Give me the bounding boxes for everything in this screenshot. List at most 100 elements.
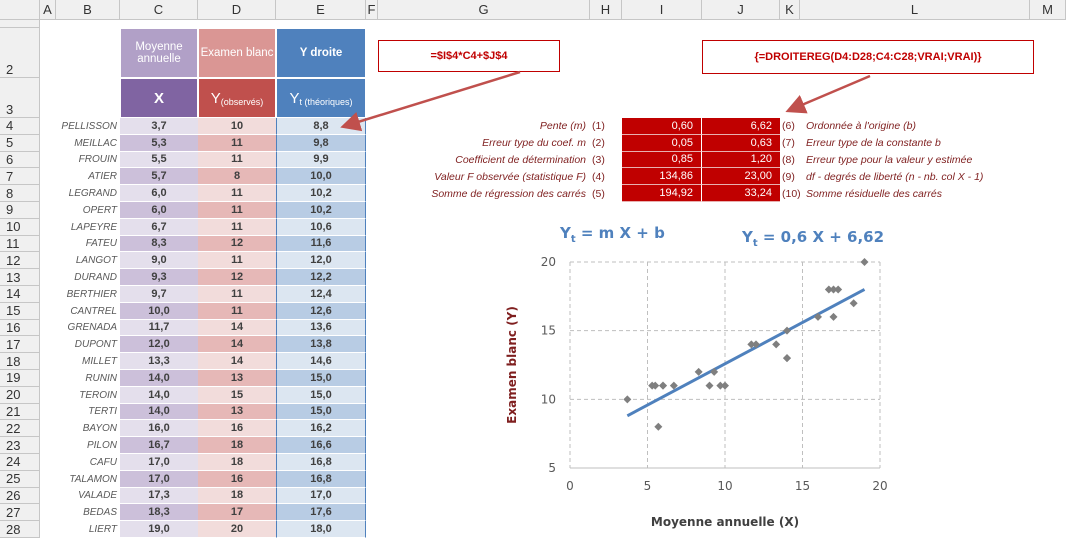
value-cell: 9,0: [120, 252, 198, 270]
value-cell: 14,6: [276, 353, 366, 370]
value-cell: 11,6: [276, 235, 366, 253]
value-cell: 5,3: [120, 134, 198, 152]
name-cell: LAPEYRE: [70, 221, 117, 233]
stat-index: (9): [782, 170, 795, 183]
stat-index: (10): [782, 187, 801, 200]
column-header: E: [276, 0, 366, 20]
row-header: 24: [0, 454, 40, 471]
value-cell: 10,0: [276, 168, 366, 186]
stat-label: df - degrés de liberté (n - nb. col X - …: [806, 170, 984, 183]
point: [721, 381, 729, 390]
value-cell: 12,0: [120, 336, 198, 354]
name-cell: BERTHIER: [66, 288, 117, 300]
row-header: 20: [0, 386, 40, 404]
value-cell: 11,7: [120, 319, 198, 337]
value-cell: 9,8: [276, 134, 366, 152]
y-axis-label: Examen blanc (Y): [505, 306, 519, 424]
header-cell: Y (observés): [198, 78, 276, 118]
stat-label: Somme de régression des carrés: [431, 187, 586, 200]
value-cell: 9,3: [120, 269, 198, 286]
value-cell: 16: [198, 420, 276, 438]
value-cell: 11: [198, 151, 276, 169]
name-cell: ATIER: [88, 171, 117, 183]
value-cell: 14,0: [120, 370, 198, 387]
value-cell: 10,2: [276, 185, 366, 202]
row-header: 8: [0, 185, 40, 202]
value-cell: 17: [198, 504, 276, 522]
row-header: 3: [0, 78, 40, 118]
stat-value: 1,20: [702, 151, 780, 169]
value-cell: 18: [198, 437, 276, 454]
value-cell: 3,7: [120, 118, 198, 135]
value-cell: 8: [198, 168, 276, 186]
row-header: 5: [0, 134, 40, 152]
column-header: K: [780, 0, 800, 20]
value-cell: 18,0: [276, 521, 366, 538]
column-header: G: [378, 0, 590, 20]
name-cell: FATEU: [85, 238, 117, 250]
value-cell: 6,0: [120, 202, 198, 219]
point: [705, 381, 714, 390]
stat-label: Erreur type pour la valeur y estimée: [806, 153, 973, 166]
annotation-part: Y: [741, 228, 754, 246]
x-tick-label: 15: [795, 479, 810, 493]
value-cell: 11: [198, 302, 276, 320]
formula-box: {=DROITEREG(D4:D28;C4:C28;VRAI;VRAI)}: [702, 40, 1034, 74]
row-header: 27: [0, 504, 40, 522]
value-cell: 10,2: [276, 202, 366, 219]
stat-value: 0,60: [622, 118, 702, 135]
point: [783, 326, 791, 335]
stat-index: (3): [592, 153, 605, 166]
symbol: Y: [289, 89, 300, 107]
point: [716, 381, 725, 390]
point: [772, 340, 781, 349]
value-cell: 17,0: [120, 470, 198, 488]
row-header: 10: [0, 218, 40, 236]
name-cell: CAFU: [89, 456, 117, 468]
stat-index: (5): [592, 187, 605, 200]
value-cell: 17,0: [276, 487, 366, 505]
trendline: [626, 288, 866, 418]
value-cell: 12,4: [276, 286, 366, 303]
stat-label: Ordonnée à l'origine (b): [806, 120, 916, 133]
name-cell: MILLET: [81, 356, 117, 368]
value-cell: 11: [198, 286, 276, 303]
row-header: 19: [0, 370, 40, 387]
point: [829, 285, 838, 294]
value-cell: 11: [198, 134, 276, 152]
symbol: Y: [210, 89, 221, 107]
stat-label: Valeur F observée (statistique F): [434, 170, 586, 183]
point: [651, 381, 660, 390]
name-cell: VALADE: [78, 490, 117, 502]
stat-index: (7): [782, 137, 795, 150]
name-cell: PILON: [86, 440, 117, 452]
stat-value: 0,85: [622, 151, 702, 169]
row-header: 14: [0, 286, 40, 303]
row-header: 25: [0, 470, 40, 488]
row-header: 6: [0, 151, 40, 169]
point: [623, 395, 632, 404]
x-tick-label: 20: [872, 479, 887, 493]
name-cell: BAYON: [82, 423, 117, 435]
header-cell: Examen blanc: [198, 28, 276, 78]
name-cell: TEROIN: [79, 389, 117, 401]
stat-value: 0,05: [622, 134, 702, 152]
header-cell: Moyenne annuelle: [120, 28, 198, 78]
stat-label: Coefficient de détermination: [455, 153, 586, 166]
value-cell: 19,0: [120, 521, 198, 538]
value-cell: 5,7: [120, 168, 198, 186]
point: [747, 340, 756, 349]
column-header: C: [120, 0, 198, 20]
stat-index: (8): [782, 153, 795, 166]
column-header: H: [590, 0, 622, 20]
row-header: 16: [0, 319, 40, 337]
stat-index: (1): [592, 120, 605, 133]
value-cell: 18,3: [120, 504, 198, 522]
column-header: B: [56, 0, 120, 20]
stat-label: Erreur type du coef. m: [482, 137, 586, 150]
y-tick-label: 5: [548, 461, 556, 475]
name-cell: BEDAS: [83, 507, 117, 519]
name-cell: LIERT: [88, 524, 117, 536]
